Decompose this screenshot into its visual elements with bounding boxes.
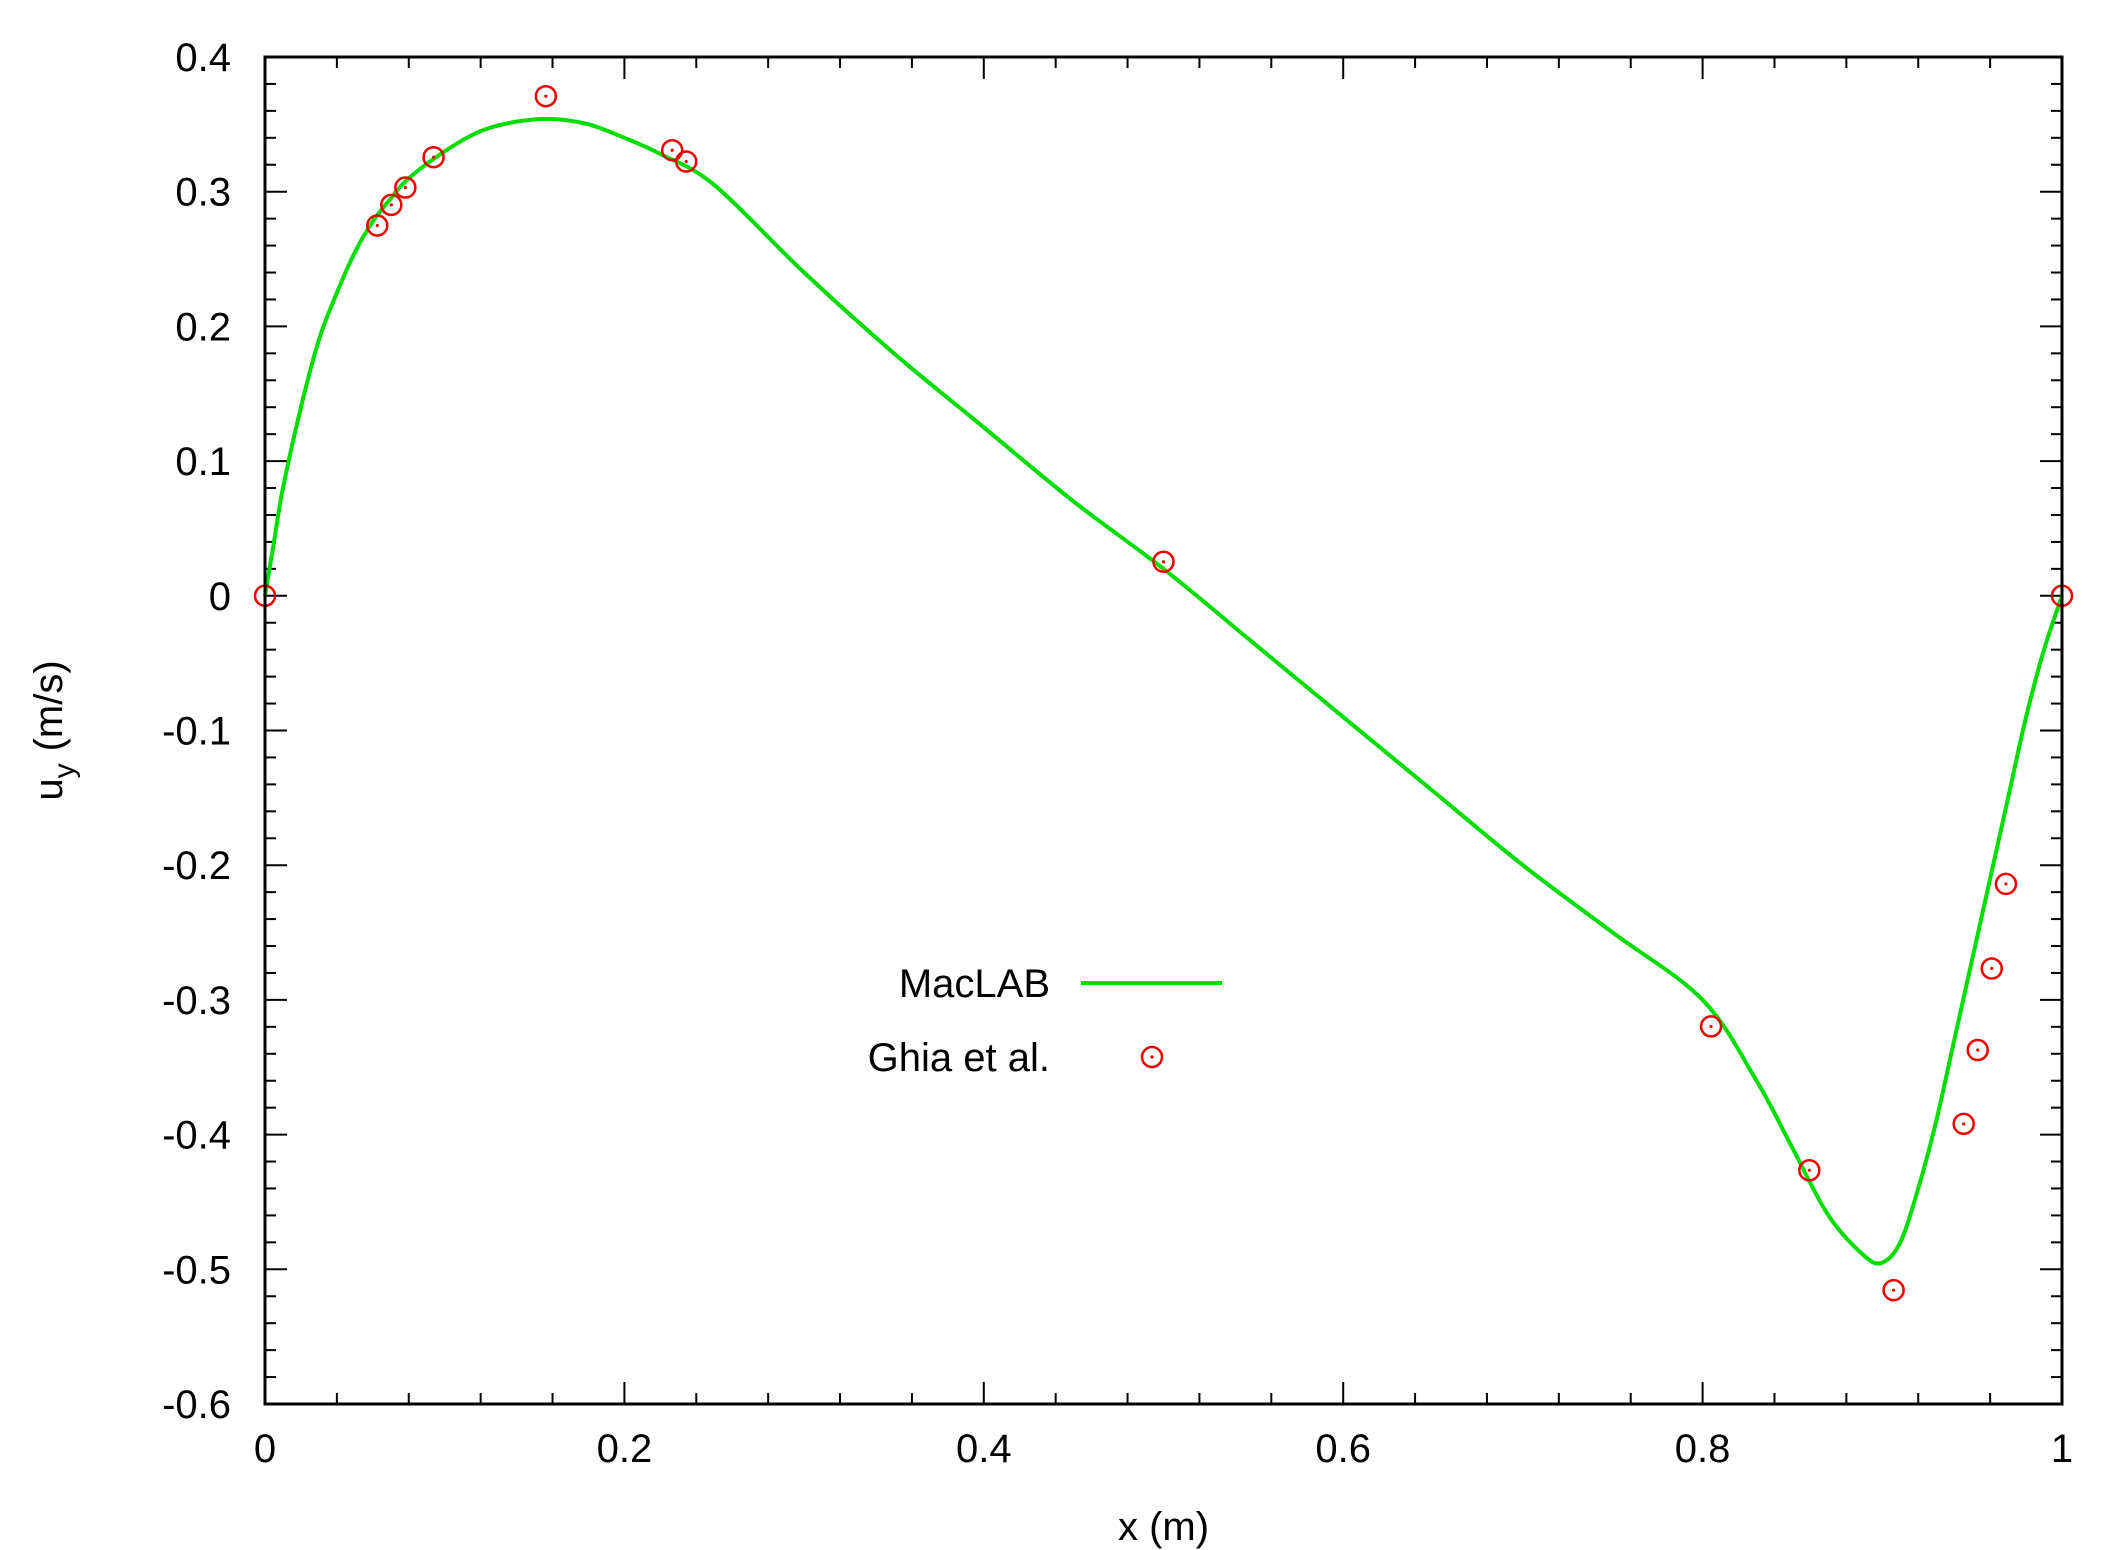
marker-dot xyxy=(2004,882,2008,886)
data-point-ghia xyxy=(366,214,389,237)
plot-series xyxy=(253,84,2074,1302)
x-tick-label: 0.8 xyxy=(1675,1427,1731,1471)
marker-ring xyxy=(1699,1015,1723,1038)
data-point-ghia xyxy=(1994,872,2018,896)
data-point-ghia xyxy=(1798,1159,1821,1182)
legend-label-ghia: Ghia et al. xyxy=(868,1036,1050,1080)
marker-ring xyxy=(1152,550,1175,573)
x-axis-label: x (m) xyxy=(1118,1505,1209,1549)
marker-ring xyxy=(1882,1278,1905,1302)
legend: MacLAB Ghia et al. xyxy=(868,962,1222,1080)
y-tick-label: 0 xyxy=(209,575,231,619)
marker-ring xyxy=(1798,1159,1821,1182)
marker-ring xyxy=(534,84,558,108)
marker-ring xyxy=(380,193,403,217)
legend-marker-ring xyxy=(1140,1045,1164,1069)
marker-ring xyxy=(660,138,684,162)
x-tick-label: 0.6 xyxy=(1315,1427,1371,1471)
marker-ring xyxy=(366,214,389,237)
x-tick-label: 0.4 xyxy=(956,1427,1012,1471)
data-point-ghia xyxy=(534,84,558,108)
data-point-ghia xyxy=(1980,957,2003,980)
marker-dot xyxy=(684,159,688,164)
data-point-ghia xyxy=(394,176,417,199)
marker-dot xyxy=(1807,1168,1811,1172)
marker-dot xyxy=(1990,966,1994,971)
marker-dot xyxy=(375,223,379,228)
y-tick-label: -0.5 xyxy=(162,1248,231,1292)
marker-dot xyxy=(544,94,548,98)
axis-ticks xyxy=(264,56,2063,1405)
x-tick-label: 0 xyxy=(254,1427,276,1471)
marker-ring xyxy=(1994,872,2018,896)
marker-ring xyxy=(1980,957,2003,980)
y-tick-label: 0.3 xyxy=(175,171,231,215)
data-point-ghia xyxy=(1882,1278,1905,1302)
y-axis-label-subscript: y xyxy=(48,763,81,778)
plot-frame xyxy=(263,55,2064,1406)
marker-dot xyxy=(1962,1122,1966,1126)
x-tick-labels: 0 0.2 0.4 0.6 0.8 1 xyxy=(254,1427,2073,1471)
marker-ring xyxy=(1966,1038,1989,1062)
marker-ring xyxy=(674,150,698,173)
y-axis-label-main: u xyxy=(27,778,71,800)
marker-dot xyxy=(1709,1024,1713,1029)
y-axis-label-unit: (m/s) xyxy=(27,660,71,751)
data-point-ghia xyxy=(380,193,403,217)
x-tick-label: 1 xyxy=(2051,1427,2073,1471)
series-maclab xyxy=(263,116,2064,1266)
y-tick-label: 0.1 xyxy=(175,440,231,484)
legend-marker-dot xyxy=(1150,1055,1154,1059)
data-point-ghia xyxy=(1152,550,1175,573)
y-tick-label: -0.1 xyxy=(162,710,231,754)
legend-label-maclab: MacLAB xyxy=(899,962,1050,1006)
y-tick-labels: 0.4 0.3 0.2 0.1 0 -0.1 -0.2 -0.3 -0.4 -0.5 -0.6 xyxy=(162,36,231,1427)
y-tick-label: -0.4 xyxy=(162,1114,231,1158)
x-tick-label: 0.2 xyxy=(597,1427,653,1471)
marker-dot xyxy=(1161,560,1166,564)
y-tick-label: 0.2 xyxy=(175,305,231,349)
legend-swatch-ghia xyxy=(1140,1045,1164,1069)
data-point-ghia xyxy=(660,138,684,162)
series-ghia xyxy=(253,84,2074,1302)
y-tick-label: -0.6 xyxy=(162,1383,231,1427)
y-tick-label: 0.4 xyxy=(175,36,231,80)
series-line-maclab xyxy=(263,116,2064,1266)
y-tick-label: -0.3 xyxy=(162,979,231,1023)
marker-dot xyxy=(1892,1288,1896,1292)
data-point-ghia xyxy=(422,145,445,169)
data-point-ghia xyxy=(674,150,698,173)
y-tick-label: -0.2 xyxy=(162,844,231,888)
marker-dot xyxy=(670,148,674,152)
data-point-ghia xyxy=(1966,1038,1989,1062)
marker-ring xyxy=(394,176,417,199)
marker-ring xyxy=(422,145,445,169)
marker-dot xyxy=(389,203,393,207)
marker-dot xyxy=(1976,1048,1980,1052)
data-point-ghia xyxy=(1952,1112,1975,1136)
data-point-ghia xyxy=(1699,1015,1723,1038)
y-axis-label: uy (m/s) xyxy=(27,660,81,800)
marker-dot xyxy=(431,155,436,159)
marker-dot xyxy=(403,185,407,190)
marker-ring xyxy=(1952,1112,1975,1136)
